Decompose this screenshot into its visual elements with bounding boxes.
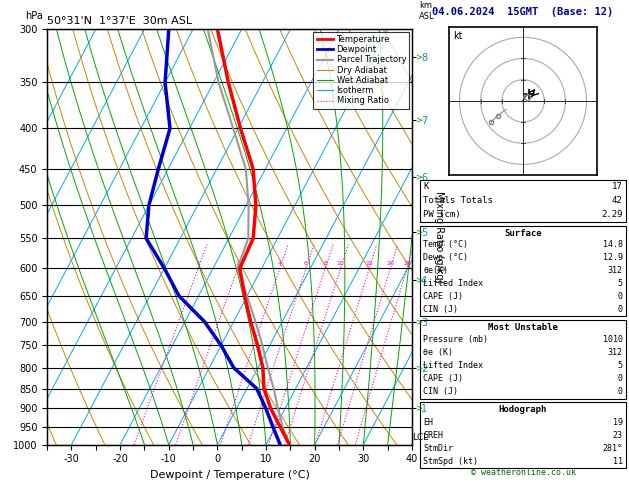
Text: Most Unstable: Most Unstable (488, 323, 558, 332)
Text: 5: 5 (618, 362, 623, 370)
Text: EH: EH (423, 417, 433, 427)
Text: 04.06.2024  15GMT  (Base: 12): 04.06.2024 15GMT (Base: 12) (432, 7, 614, 17)
Text: K: K (423, 182, 429, 191)
Text: 0: 0 (618, 387, 623, 397)
Text: LCL: LCL (413, 433, 428, 441)
Text: 10: 10 (337, 261, 345, 266)
Text: 312: 312 (608, 348, 623, 357)
Text: >: > (415, 275, 422, 284)
Text: 25: 25 (403, 261, 411, 266)
Text: >: > (415, 363, 422, 372)
Text: θe (K): θe (K) (423, 348, 454, 357)
Text: >: > (415, 317, 422, 326)
Text: 17: 17 (612, 182, 623, 191)
Text: © weatheronline.co.uk: © weatheronline.co.uk (470, 468, 576, 477)
Text: Temp (°C): Temp (°C) (423, 241, 469, 249)
Text: CIN (J): CIN (J) (423, 387, 459, 397)
Text: Pressure (mb): Pressure (mb) (423, 335, 488, 345)
Text: 2: 2 (235, 261, 240, 266)
Text: 23: 23 (613, 431, 623, 440)
Text: StmSpd (kt): StmSpd (kt) (423, 457, 478, 466)
Text: SREH: SREH (423, 431, 443, 440)
Text: >: > (415, 227, 422, 237)
Text: 2.29: 2.29 (601, 210, 623, 219)
Text: 0: 0 (618, 374, 623, 383)
Text: 1: 1 (196, 261, 200, 266)
Text: 312: 312 (608, 266, 623, 276)
Y-axis label: Mixing Ratio (g/kg): Mixing Ratio (g/kg) (434, 191, 444, 283)
Text: >: > (415, 52, 422, 61)
Text: PW (cm): PW (cm) (423, 210, 461, 219)
Text: 8: 8 (323, 261, 327, 266)
Text: 6: 6 (304, 261, 308, 266)
Text: kt: kt (453, 31, 463, 41)
Text: CAPE (J): CAPE (J) (423, 293, 464, 301)
Text: Hodograph: Hodograph (499, 405, 547, 415)
Text: StmDir: StmDir (423, 444, 454, 453)
Text: 12.9: 12.9 (603, 254, 623, 262)
Text: 0: 0 (618, 305, 623, 314)
Text: CAPE (J): CAPE (J) (423, 374, 464, 383)
Text: km
ASL: km ASL (420, 1, 435, 21)
Text: >: > (415, 404, 422, 413)
Text: 42: 42 (612, 196, 623, 205)
Text: CIN (J): CIN (J) (423, 305, 459, 314)
Text: 15: 15 (365, 261, 373, 266)
Text: 5: 5 (618, 279, 623, 288)
Text: 1010: 1010 (603, 335, 623, 345)
Legend: Temperature, Dewpoint, Parcel Trajectory, Dry Adiabat, Wet Adiabat, Isotherm, Mi: Temperature, Dewpoint, Parcel Trajectory… (313, 32, 409, 109)
Text: Surface: Surface (504, 228, 542, 238)
Text: Totals Totals: Totals Totals (423, 196, 493, 205)
Text: 14.8: 14.8 (603, 241, 623, 249)
Text: Lifted Index: Lifted Index (423, 279, 483, 288)
Text: 50°31'N  1°37'E  30m ASL: 50°31'N 1°37'E 30m ASL (47, 16, 192, 26)
X-axis label: Dewpoint / Temperature (°C): Dewpoint / Temperature (°C) (150, 470, 309, 480)
Text: 281°: 281° (603, 444, 623, 453)
Text: θe(K): θe(K) (423, 266, 448, 276)
Text: 20: 20 (386, 261, 394, 266)
Text: hPa: hPa (25, 11, 43, 21)
Text: >: > (415, 172, 422, 181)
Text: Lifted Index: Lifted Index (423, 362, 483, 370)
Text: 4: 4 (278, 261, 282, 266)
Text: 0: 0 (618, 293, 623, 301)
Text: Dewp (°C): Dewp (°C) (423, 254, 469, 262)
Text: 11: 11 (613, 457, 623, 466)
Text: 19: 19 (613, 417, 623, 427)
Text: >: > (415, 115, 422, 124)
